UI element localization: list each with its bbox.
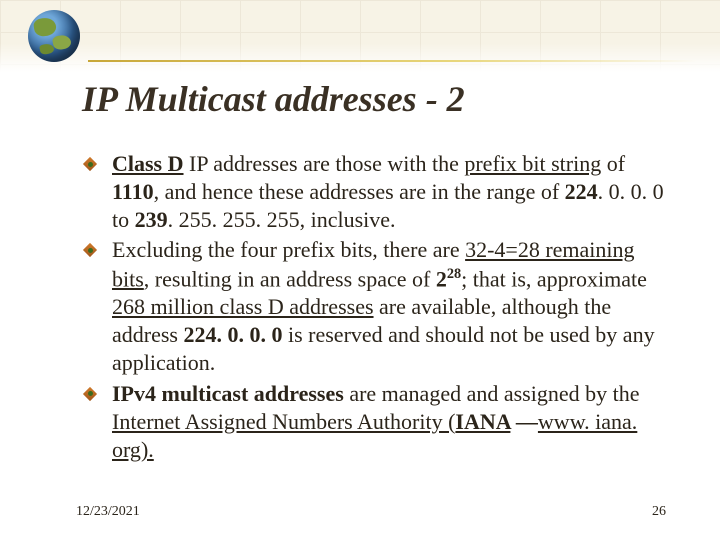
text: Class D — [112, 151, 184, 176]
text: , resulting in an address space of — [144, 266, 436, 291]
slide-body: Class D IP addresses are those with the … — [82, 150, 674, 466]
text: prefix bit string — [464, 151, 601, 176]
footer-date: 12/23/2021 — [76, 504, 140, 520]
text: 2 — [436, 266, 447, 291]
text: — — [510, 409, 538, 434]
text: IANA — [455, 409, 510, 434]
text: ; that is, approximate — [461, 266, 647, 291]
text: IP addresses are those with the — [184, 151, 465, 176]
text: 1110 — [112, 179, 154, 204]
text: 268 million class D addresses — [112, 294, 374, 319]
bullet-3: IPv4 multicast addresses are managed and… — [82, 380, 674, 464]
text: Excluding the four prefix bits, there ar… — [112, 237, 465, 262]
bullet-icon — [82, 386, 98, 402]
text: ). — [141, 437, 154, 462]
slide-title: IP Multicast addresses - 2 — [82, 78, 465, 120]
bullet-icon — [82, 242, 98, 258]
text: Internet Assigned Numbers Authority ( — [112, 409, 455, 434]
footer-page-number: 26 — [652, 504, 666, 520]
bullet-1: Class D IP addresses are those with the … — [82, 150, 674, 234]
text: are managed and assigned by the — [344, 381, 640, 406]
text: , and hence these addresses are in the r… — [154, 179, 565, 204]
bullet-2: Excluding the four prefix bits, there ar… — [82, 236, 674, 377]
text: 28 — [447, 266, 461, 282]
text: 224 — [565, 179, 598, 204]
text: 239 — [135, 207, 168, 232]
globe-icon — [28, 10, 80, 62]
text: IPv4 multicast addresses — [112, 381, 344, 406]
bullet-icon — [82, 156, 98, 172]
text: of — [601, 151, 625, 176]
title-underline — [88, 60, 696, 62]
text: . 255. 255. 255, inclusive. — [168, 207, 396, 232]
text: 224. 0. 0. 0 — [183, 322, 282, 347]
